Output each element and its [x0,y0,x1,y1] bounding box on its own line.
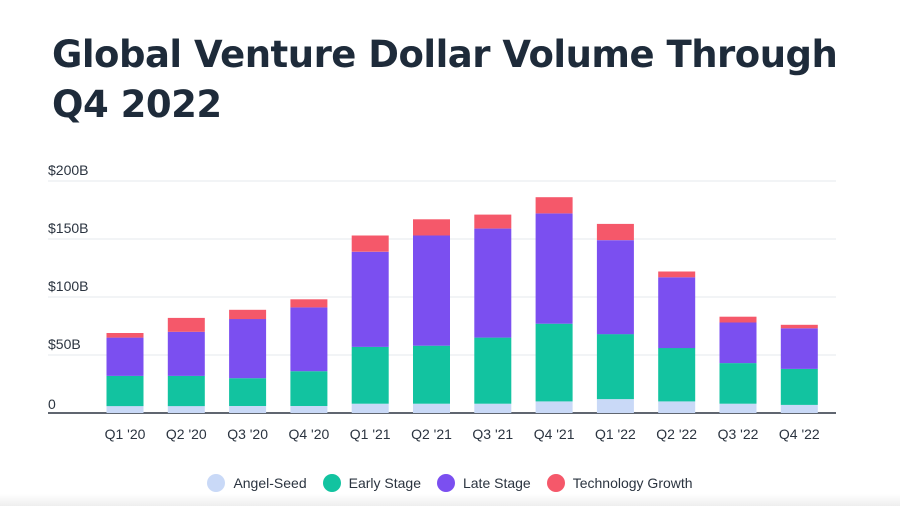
bar-segment-early-stage [719,363,757,404]
bar-segment-early-stage [780,368,818,405]
bar-stack [719,316,757,413]
bar-segment-angel-seed [596,399,634,413]
bar-stack [780,324,818,413]
legend-swatch [546,474,565,492]
x-tick-label: Q3 '20 [227,426,268,442]
y-tick-label: $50B [48,336,81,352]
bar-segment-angel-seed [167,406,205,413]
x-tick-label: Q4 '22 [779,426,820,442]
bar-segment-technology-growth [229,309,267,320]
bar-segment-late-stage [229,319,267,379]
legend-item: Angel-Seed [207,474,307,492]
bar-segment-late-stage [535,213,573,324]
bar-segment-angel-seed [229,406,267,413]
bar-segment-angel-seed [413,403,450,413]
legend-label: Angel-Seed [233,475,307,491]
x-tick-label: Q2 '21 [411,426,452,442]
bar-segment-early-stage [413,345,450,404]
bar-segment-angel-seed [719,403,757,413]
bar-segment-technology-growth [596,223,634,241]
x-axis-tick-labels: Q1 '20 Q2 '20 Q3 '20 Q4 '20 Q1 '21 Q2 '21 Q3 '… [105,426,820,442]
bar-segment-technology-growth [351,235,389,252]
bar-segment-late-stage [780,328,818,369]
bar-stack [351,235,389,413]
x-tick-label: Q4 '20 [288,426,329,442]
bar-segment-angel-seed [658,401,696,413]
bottom-edge [0,494,900,506]
bar-stack [596,223,634,413]
y-tick-label: $150B [48,220,88,236]
legend-label: Early Stage [348,475,421,491]
x-tick-label: Q1 '20 [105,426,146,442]
bar-segment-angel-seed [780,404,818,413]
bar-stack [106,333,144,413]
bar-stack [535,197,573,413]
bar-segment-technology-growth [413,219,450,236]
legend-item: Early Stage [322,474,421,492]
y-tick-label: $100B [48,278,88,294]
bar-segment-late-stage [413,235,450,346]
bar-segment-early-stage [474,337,512,404]
bar-segment-early-stage [167,375,205,407]
legend-item: Late Stage [436,474,531,492]
x-tick-label: Q2 '22 [656,426,697,442]
x-tick-label: Q4 '21 [534,426,575,442]
bar-segment-early-stage [658,348,696,402]
bar-segment-early-stage [106,375,144,407]
x-tick-label: Q3 '21 [472,426,513,442]
x-tick-label: Q2 '20 [166,426,207,442]
legend-swatch [322,474,341,492]
bar-segment-early-stage [290,371,328,406]
bar-segment-technology-growth [167,317,205,332]
bar-stack [658,271,696,413]
bar-stack [413,219,450,413]
y-axis-tick-labels: 0 $50B $100B $150B $200B [48,162,88,412]
bar-segment-late-stage [719,322,757,364]
bar-segment-late-stage [167,331,205,376]
legend-item: Technology Growth [546,474,693,492]
chart-legend: Angel-Seed Early Stage Late Stage Technolog… [0,474,900,492]
y-tick-label: 0 [48,396,56,412]
bar-segment-technology-growth [780,324,818,329]
x-tick-label: Q3 '22 [718,426,759,442]
legend-label: Technology Growth [572,475,693,491]
bar-segment-late-stage [658,277,696,349]
bar-segment-late-stage [596,240,634,335]
legend-label: Late Stage [462,475,531,491]
bar-segment-technology-growth [290,299,328,308]
bar-segment-late-stage [290,307,328,372]
bar-stack [474,214,512,413]
bar-segment-early-stage [596,334,634,400]
bar-segment-early-stage [351,346,389,404]
bar-segment-angel-seed [106,406,144,413]
chart-title: Global Venture Dollar Volume Through Q4 … [52,33,838,126]
x-tick-label: Q1 '21 [350,426,391,442]
legend-swatch [436,474,455,492]
bar-segment-angel-seed [535,401,573,413]
bar-stack [167,317,205,413]
bar-stack [290,299,328,413]
bar-segment-early-stage [229,378,267,406]
bar-segment-technology-growth [719,316,757,323]
bar-segment-technology-growth [658,271,696,278]
bar-segment-technology-growth [535,197,573,214]
bar-segment-late-stage [351,251,389,347]
bar-segment-late-stage [106,337,144,376]
y-tick-label: $200B [48,162,88,178]
bar-segment-angel-seed [290,406,328,413]
bar-segment-late-stage [474,228,512,338]
bar-segment-early-stage [535,323,573,402]
bar-stack [229,309,267,413]
bar-segment-angel-seed [474,403,512,413]
x-tick-label: Q1 '22 [595,426,636,442]
bar-segment-angel-seed [351,403,389,413]
bar-segment-technology-growth [106,333,144,338]
bars [106,197,818,413]
legend-swatch [207,474,226,492]
bar-segment-technology-growth [474,214,512,229]
